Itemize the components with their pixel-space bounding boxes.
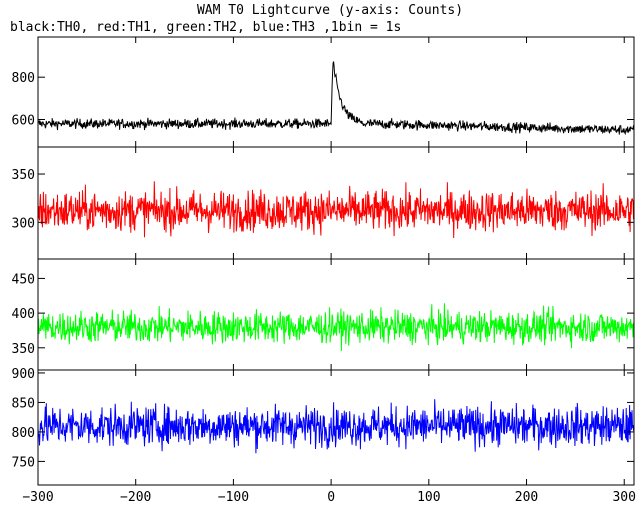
y-tick-label: 350	[12, 342, 35, 357]
y-tick-label: 350	[12, 168, 35, 183]
series-th0-line	[37, 61, 635, 136]
panel-th3: 750 800 850 900	[12, 367, 635, 486]
panel-th1: 300 350	[12, 146, 635, 260]
panels: 600 800 300 350 350 400 450 750 800 850 900	[12, 36, 635, 486]
x-axis: −300 −200 −100 0 100 200 300	[22, 490, 636, 505]
panel-frame	[37, 369, 635, 486]
panel-frame	[37, 258, 635, 371]
chart-title: WAM T0 Lightcurve (y-axis: Counts)	[197, 3, 463, 18]
x-tick-label: 0	[327, 490, 335, 505]
y-tick-label: 600	[12, 114, 35, 129]
y-tick-label: 800	[12, 71, 35, 86]
x-tick-label: 300	[612, 490, 635, 505]
panel-th0: 600 800	[12, 36, 635, 148]
x-tick-label: −200	[120, 490, 151, 505]
y-tick-label: 850	[12, 396, 35, 411]
panel-frame	[37, 146, 635, 260]
y-tick-label: 900	[12, 367, 35, 382]
x-tick-label: 100	[417, 490, 440, 505]
y-tick-label: 300	[12, 216, 35, 231]
x-tick-label: −100	[218, 490, 249, 505]
y-tick-label: 800	[12, 426, 35, 441]
y-tick-label: 400	[12, 307, 35, 322]
chart-subtitle: black:TH0, red:TH1, green:TH2, blue:TH3 …	[10, 20, 401, 35]
panel-th2: 350 400 450	[12, 258, 635, 371]
x-tick-label: 200	[515, 490, 538, 505]
x-tick-label: −300	[22, 490, 53, 505]
y-tick-label: 450	[12, 272, 35, 287]
series-th2-line	[37, 303, 635, 352]
series-th1-line	[37, 181, 635, 239]
y-tick-label: 750	[12, 455, 35, 470]
series-th3-line	[37, 399, 635, 454]
